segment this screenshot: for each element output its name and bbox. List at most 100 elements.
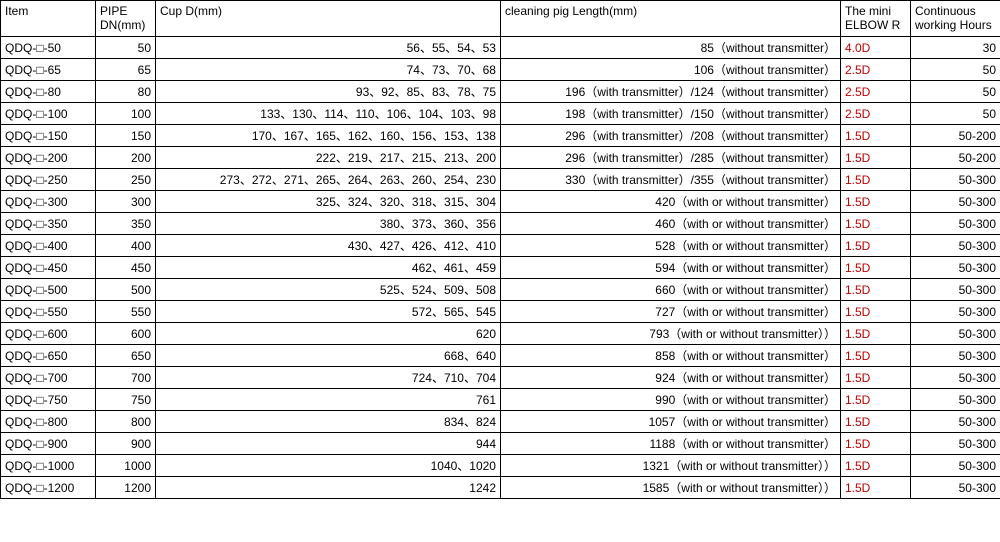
table-row: QDQ-□-505056、55、54、5385（without transmit… [1,37,1000,59]
cell-cup: 724、710、704 [156,367,501,389]
table-row: QDQ-□-700700724、710、704924（with or witho… [1,367,1000,389]
cell-pipe: 80 [96,81,156,103]
cell-pipe: 750 [96,389,156,411]
cell-len: 727（with or without transmitter） [501,301,841,323]
table-row: QDQ-□-100010001040、10201321（with or with… [1,455,1000,477]
header-row: ItemPIPE DN(mm)Cup D(mm)cleaning pig Len… [1,1,1000,37]
cell-elbow: 1.5D [841,367,911,389]
cell-pipe: 550 [96,301,156,323]
cell-len: 196（with transmitter）/124（without transm… [501,81,841,103]
cell-pipe: 100 [96,103,156,125]
cell-elbow: 1.5D [841,323,911,345]
cell-elbow: 1.5D [841,213,911,235]
cell-hours: 50-300 [911,477,1000,499]
table-row: QDQ-□-800800834、8241057（with or without … [1,411,1000,433]
table-row: QDQ-□-450450462、461、459594（with or witho… [1,257,1000,279]
cell-elbow: 1.5D [841,235,911,257]
table-row: QDQ-□-550550572、565、545727（with or witho… [1,301,1000,323]
cell-len: 660（with or without transmitter） [501,279,841,301]
cell-hours: 50-300 [911,301,1000,323]
cell-elbow: 1.5D [841,301,911,323]
cell-elbow: 1.5D [841,433,911,455]
cell-item: QDQ-□-750 [1,389,96,411]
cell-item: QDQ-□-150 [1,125,96,147]
cell-hours: 50-300 [911,257,1000,279]
cell-elbow: 1.5D [841,279,911,301]
cell-pipe: 200 [96,147,156,169]
cell-hours: 50-300 [911,169,1000,191]
table-row: QDQ-□-656574、73、70、68106（without transmi… [1,59,1000,81]
table-row: QDQ-□-650650668、640858（with or without t… [1,345,1000,367]
cell-cup: 572、565、545 [156,301,501,323]
cell-len: 296（with transmitter）/208（without transm… [501,125,841,147]
table-row: QDQ-□-600600620793（with or without trans… [1,323,1000,345]
cell-pipe: 1000 [96,455,156,477]
header-len: cleaning pig Length(mm) [501,1,841,37]
table-row: QDQ-□-150150170、167、165、162、160、156、153、… [1,125,1000,147]
cell-elbow: 4.0D [841,37,911,59]
table-row: QDQ-□-250250273、272、271、265、264、263、260、… [1,169,1000,191]
cell-len: 858（with or without transmitter） [501,345,841,367]
cell-len: 330（with transmitter）/355（without transm… [501,169,841,191]
cell-pipe: 800 [96,411,156,433]
cell-hours: 50 [911,59,1000,81]
cell-pipe: 250 [96,169,156,191]
cell-cup: 430、427、426、412、410 [156,235,501,257]
table-row: QDQ-□-500500525、524、509、508660（with or w… [1,279,1000,301]
cell-cup: 56、55、54、53 [156,37,501,59]
cell-hours: 50-300 [911,345,1000,367]
cell-pipe: 350 [96,213,156,235]
cell-elbow: 1.5D [841,477,911,499]
cell-pipe: 900 [96,433,156,455]
cell-elbow: 1.5D [841,411,911,433]
cell-len: 528（with or without transmitter） [501,235,841,257]
cell-cup: 462、461、459 [156,257,501,279]
cell-pipe: 600 [96,323,156,345]
cell-elbow: 1.5D [841,345,911,367]
cell-elbow: 1.5D [841,257,911,279]
cell-elbow: 1.5D [841,169,911,191]
cell-pipe: 1200 [96,477,156,499]
cell-hours: 50-300 [911,213,1000,235]
cell-len: 296（with transmitter）/285（without transm… [501,147,841,169]
cell-item: QDQ-□-400 [1,235,96,257]
cell-elbow: 1.5D [841,147,911,169]
cell-cup: 525、524、509、508 [156,279,501,301]
cell-pipe: 700 [96,367,156,389]
cell-item: QDQ-□-65 [1,59,96,81]
cell-item: QDQ-□-650 [1,345,96,367]
cell-hours: 50-300 [911,367,1000,389]
cell-item: QDQ-□-350 [1,213,96,235]
cell-elbow: 1.5D [841,455,911,477]
cell-len: 924（with or without transmitter） [501,367,841,389]
cell-hours: 50-300 [911,235,1000,257]
cell-cup: 761 [156,389,501,411]
table-row: QDQ-□-750750761990（with or without trans… [1,389,1000,411]
cell-cup: 170、167、165、162、160、156、153、138 [156,125,501,147]
table-row: QDQ-□-400400430、427、426、412、410528（with … [1,235,1000,257]
table-row: QDQ-□-1200120012421585（with or without t… [1,477,1000,499]
cell-len: 990（with or without transmitter） [501,389,841,411]
cell-len: 1057（with or without transmitter） [501,411,841,433]
cell-len: 1585（with or without transmitter）） [501,477,841,499]
cell-item: QDQ-□-900 [1,433,96,455]
cell-cup: 325、324、320、318、315、304 [156,191,501,213]
cell-len: 1321（with or without transmitter）） [501,455,841,477]
cell-hours: 50-300 [911,411,1000,433]
table-row: QDQ-□-300300325、324、320、318、315、304420（w… [1,191,1000,213]
cell-pipe: 400 [96,235,156,257]
cell-cup: 1242 [156,477,501,499]
cell-hours: 50-300 [911,433,1000,455]
cell-cup: 133、130、114、110、106、104、103、98 [156,103,501,125]
cell-hours: 50-300 [911,455,1000,477]
cell-len: 420（with or without transmitter） [501,191,841,213]
cell-hours: 50-200 [911,125,1000,147]
header-hours: Continuous working Hours [911,1,1000,37]
cell-hours: 50 [911,103,1000,125]
cell-pipe: 650 [96,345,156,367]
cell-elbow: 1.5D [841,125,911,147]
cell-item: QDQ-□-600 [1,323,96,345]
cell-cup: 1040、1020 [156,455,501,477]
cell-hours: 50-300 [911,389,1000,411]
table-head: ItemPIPE DN(mm)Cup D(mm)cleaning pig Len… [1,1,1000,37]
